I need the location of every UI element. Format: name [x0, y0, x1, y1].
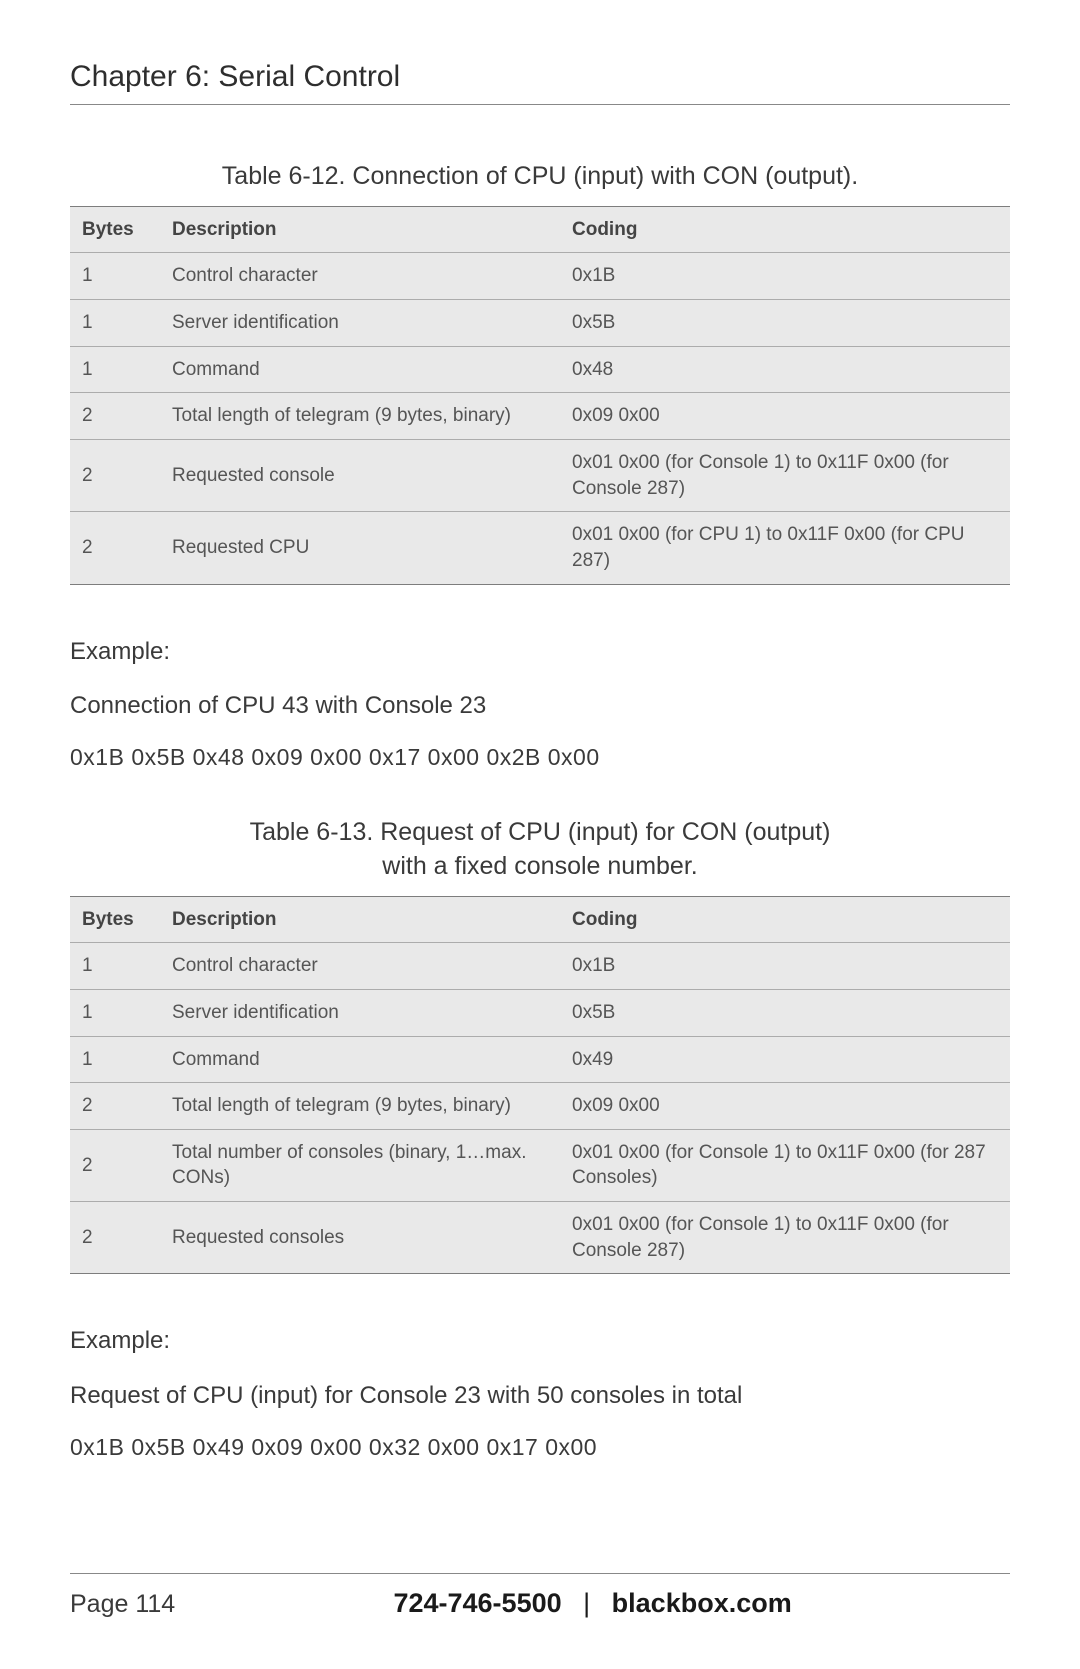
table2-header-row: Bytes Description Coding — [70, 896, 1010, 943]
cell-code: 0x1B — [560, 943, 1010, 990]
cell-desc: Control character — [160, 943, 560, 990]
table2-caption-line2: with a fixed console number. — [382, 852, 697, 880]
cell-desc: Command — [160, 346, 560, 393]
table-row: 2 Requested CPU 0x01 0x00 (for CPU 1) to… — [70, 512, 1010, 584]
cell-desc: Control character — [160, 253, 560, 300]
cell-bytes: 1 — [70, 1036, 160, 1083]
cell-bytes: 2 — [70, 393, 160, 440]
table-row: 1 Control character 0x1B — [70, 253, 1010, 300]
table-row: 1 Server identification 0x5B — [70, 989, 1010, 1036]
cell-desc: Requested CPU — [160, 512, 560, 584]
cell-desc: Server identification — [160, 989, 560, 1036]
table2-col-coding: Coding — [560, 896, 1010, 943]
cell-code: 0x1B — [560, 253, 1010, 300]
footer-sep: | — [583, 1588, 590, 1618]
cell-desc: Requested console — [160, 439, 560, 511]
cell-bytes: 1 — [70, 943, 160, 990]
cell-code: 0x5B — [560, 989, 1010, 1036]
page-number: Page 114 — [70, 1590, 175, 1619]
cell-desc: Command — [160, 1036, 560, 1083]
table-row: 2 Total length of telegram (9 bytes, bin… — [70, 393, 1010, 440]
table-row: 1 Server identification 0x5B — [70, 300, 1010, 347]
example1-line: Connection of CPU 43 with Console 23 — [70, 689, 1010, 724]
page-footer: Page 114 724-746-5500 | blackbox.com — [70, 1573, 1010, 1619]
table-row: 1 Control character 0x1B — [70, 943, 1010, 990]
cell-code: 0x01 0x00 (for Console 1) to 0x11F 0x00 … — [560, 439, 1010, 511]
cell-code: 0x01 0x00 (for CPU 1) to 0x11F 0x00 (for… — [560, 512, 1010, 584]
cell-code: 0x48 — [560, 346, 1010, 393]
footer-site: blackbox.com — [612, 1588, 792, 1618]
cell-code: 0x09 0x00 — [560, 393, 1010, 440]
table2-caption-line1: Table 6-13. Request of CPU (input) for C… — [250, 818, 831, 846]
cell-bytes: 1 — [70, 253, 160, 300]
example1-heading: Example: — [70, 635, 1010, 670]
cell-bytes: 2 — [70, 1129, 160, 1201]
footer-phone: 724-746-5500 — [393, 1588, 561, 1618]
cell-code: 0x09 0x00 — [560, 1083, 1010, 1130]
cell-desc: Total number of consoles (binary, 1…max.… — [160, 1129, 560, 1201]
cell-desc: Requested consoles — [160, 1202, 560, 1274]
cell-code: 0x5B — [560, 300, 1010, 347]
cell-code: 0x01 0x00 (for Console 1) to 0x11F 0x00 … — [560, 1129, 1010, 1201]
table1-col-coding: Coding — [560, 206, 1010, 253]
table2-caption: Table 6-13. Request of CPU (input) for C… — [70, 816, 1010, 884]
cell-code: 0x01 0x00 (for Console 1) to 0x11F 0x00 … — [560, 1202, 1010, 1274]
table1-header-row: Bytes Description Coding — [70, 206, 1010, 253]
page: Chapter 6: Serial Control Table 6-12. Co… — [0, 0, 1080, 1669]
cell-bytes: 1 — [70, 346, 160, 393]
cell-bytes: 1 — [70, 989, 160, 1036]
table-row: 2 Requested console 0x01 0x00 (for Conso… — [70, 439, 1010, 511]
cell-desc: Total length of telegram (9 bytes, binar… — [160, 393, 560, 440]
table-row: 2 Total length of telegram (9 bytes, bin… — [70, 1083, 1010, 1130]
example1-hex: 0x1B 0x5B 0x48 0x09 0x00 0x17 0x00 0x2B … — [70, 744, 1010, 771]
table-row: 1 Command 0x48 — [70, 346, 1010, 393]
table-row: 2 Requested consoles 0x01 0x00 (for Cons… — [70, 1202, 1010, 1274]
chapter-title: Chapter 6: Serial Control — [70, 60, 1010, 105]
cell-desc: Server identification — [160, 300, 560, 347]
table2: Bytes Description Coding 1 Control chara… — [70, 896, 1010, 1275]
cell-bytes: 2 — [70, 512, 160, 584]
table-row: 2 Total number of consoles (binary, 1…ma… — [70, 1129, 1010, 1201]
example2-heading: Example: — [70, 1324, 1010, 1359]
cell-desc: Total length of telegram (9 bytes, binar… — [160, 1083, 560, 1130]
cell-bytes: 1 — [70, 300, 160, 347]
example2-hex: 0x1B 0x5B 0x49 0x09 0x00 0x32 0x00 0x17 … — [70, 1434, 1010, 1461]
cell-bytes: 2 — [70, 1083, 160, 1130]
table-row: 1 Command 0x49 — [70, 1036, 1010, 1083]
table1-caption: Table 6-12. Connection of CPU (input) wi… — [70, 160, 1010, 194]
footer-center: 724-746-5500 | blackbox.com — [175, 1588, 1010, 1619]
cell-bytes: 2 — [70, 439, 160, 511]
cell-bytes: 2 — [70, 1202, 160, 1274]
table1-col-desc: Description — [160, 206, 560, 253]
cell-code: 0x49 — [560, 1036, 1010, 1083]
table2-col-bytes: Bytes — [70, 896, 160, 943]
example2-line: Request of CPU (input) for Console 23 wi… — [70, 1379, 1010, 1414]
table1-col-bytes: Bytes — [70, 206, 160, 253]
table1: Bytes Description Coding 1 Control chara… — [70, 206, 1010, 585]
table2-col-desc: Description — [160, 896, 560, 943]
